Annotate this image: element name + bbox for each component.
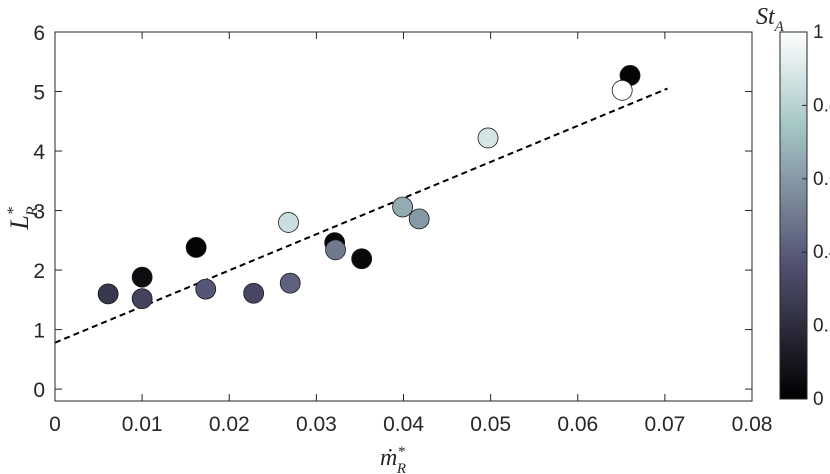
x-tick-label: 0.04 — [383, 413, 424, 436]
y-tick-label: 5 — [33, 82, 45, 105]
plot-area — [54, 65, 668, 344]
x-tick-label: 0.05 — [470, 413, 511, 436]
y-tick-label: 1 — [33, 320, 45, 343]
x-tick-label: 0.08 — [732, 413, 773, 436]
colorbar-tick-label: 1 — [813, 22, 824, 43]
colorbar-tick-label: 0 — [813, 389, 824, 410]
x-tick-label: 0 — [49, 413, 61, 436]
y-tick-label: 2 — [33, 260, 45, 283]
y-axis-title: L* R — [5, 206, 41, 230]
data-point — [278, 212, 299, 233]
data-point — [97, 283, 119, 305]
data-point — [131, 266, 153, 288]
colorbar-gradient — [779, 31, 808, 400]
colorbar-tick-label: 0.2 — [813, 316, 830, 337]
x-tick-label: 0.01 — [122, 413, 163, 436]
x-axis-title: ṁ* R — [380, 444, 406, 474]
data-point — [195, 278, 217, 300]
data-point — [185, 237, 207, 258]
x-tick-label: 0.02 — [209, 413, 250, 436]
colorbar-title: StA — [756, 4, 785, 35]
colorbar: 0 0.2 0.4 0.6 0.8 1 — [779, 22, 830, 410]
fit-line — [54, 87, 668, 344]
y-tick-label: 6 — [33, 22, 45, 45]
x-tick-label: 0.03 — [296, 413, 337, 436]
data-point — [351, 248, 373, 270]
data-point — [325, 239, 346, 261]
colorbar-tick-label: 0.8 — [813, 95, 830, 116]
data-point — [611, 79, 633, 101]
data-point — [243, 282, 265, 304]
data-point — [392, 196, 414, 218]
x-tick-label: 0.07 — [644, 413, 685, 436]
colorbar-tick-label: 0.6 — [813, 169, 830, 190]
y-tick-label: 3 — [33, 201, 45, 224]
data-point — [131, 288, 153, 310]
axes: 0 0.01 0.02 0.03 0.04 0.05 0.06 0.07 0.08 0 1 2 3 4 5 6 — [33, 22, 772, 436]
x-tick-label: 0.06 — [557, 413, 598, 436]
data-point — [477, 127, 499, 149]
data-point — [408, 208, 430, 230]
y-tick-label: 0 — [33, 379, 45, 402]
data-point — [279, 272, 301, 294]
colorbar-tick-label: 0.4 — [813, 242, 830, 263]
y-tick-label: 4 — [33, 141, 45, 164]
